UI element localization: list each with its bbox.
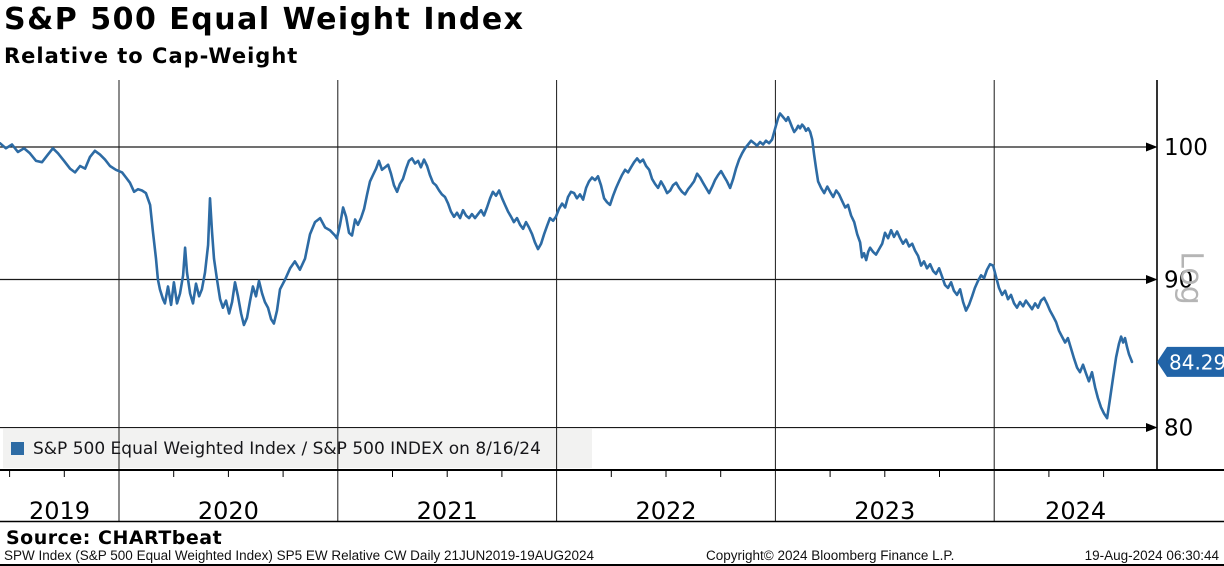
y-tick-label: 100 xyxy=(1164,135,1208,161)
x-tick-label: 2024 xyxy=(1045,497,1106,523)
last-price-badge xyxy=(1157,346,1224,377)
y-tick-arrow-icon xyxy=(1146,142,1158,152)
footer-copyright: Copyright© 2024 Bloomberg Finance L.P. xyxy=(706,548,955,563)
x-tick-label: 2019 xyxy=(29,497,90,523)
y-tick-arrow-icon xyxy=(1146,423,1158,433)
x-tick-label: 2022 xyxy=(635,497,696,523)
page-title: S&P 500 Equal Weight Index xyxy=(4,2,525,37)
chart-area: 100 90 80 Log 2019 2020 2021 2022 2023 2024 84.29 … xyxy=(0,80,1224,525)
footer-timestamp: 19-Aug-2024 06:30:44 xyxy=(1084,548,1219,563)
series-line xyxy=(0,112,1134,420)
chart-legend: S&P 500 Equal Weighted Index / S&P 500 I… xyxy=(3,429,592,468)
page-subtitle: Relative to Cap-Weight xyxy=(4,44,299,68)
y-tick-arrow-icon xyxy=(1146,274,1158,284)
bottom-border xyxy=(0,564,1224,566)
log-scale-label: Log xyxy=(1174,251,1209,305)
footer-security-info: SPW Index (S&P 500 Equal Weighted Index)… xyxy=(4,548,595,563)
legend-label: S&P 500 Equal Weighted Index / S&P 500 I… xyxy=(33,438,541,459)
x-tick-label: 2021 xyxy=(417,497,478,523)
last-price-label: 84.29 xyxy=(1169,350,1224,374)
footer-row: SPW Index (S&P 500 Equal Weighted Index)… xyxy=(0,548,1224,564)
legend-swatch-icon xyxy=(11,442,24,455)
price-chart: 100 90 80 Log 2019 2020 2021 2022 2023 2024 84.29 xyxy=(0,80,1224,525)
x-tick-label: 2020 xyxy=(198,497,259,523)
x-tick-label: 2023 xyxy=(854,497,915,523)
y-tick-label: 90 xyxy=(1164,267,1193,293)
y-tick-label: 80 xyxy=(1164,416,1193,442)
source-label: Source: CHARTbeat xyxy=(6,527,223,549)
